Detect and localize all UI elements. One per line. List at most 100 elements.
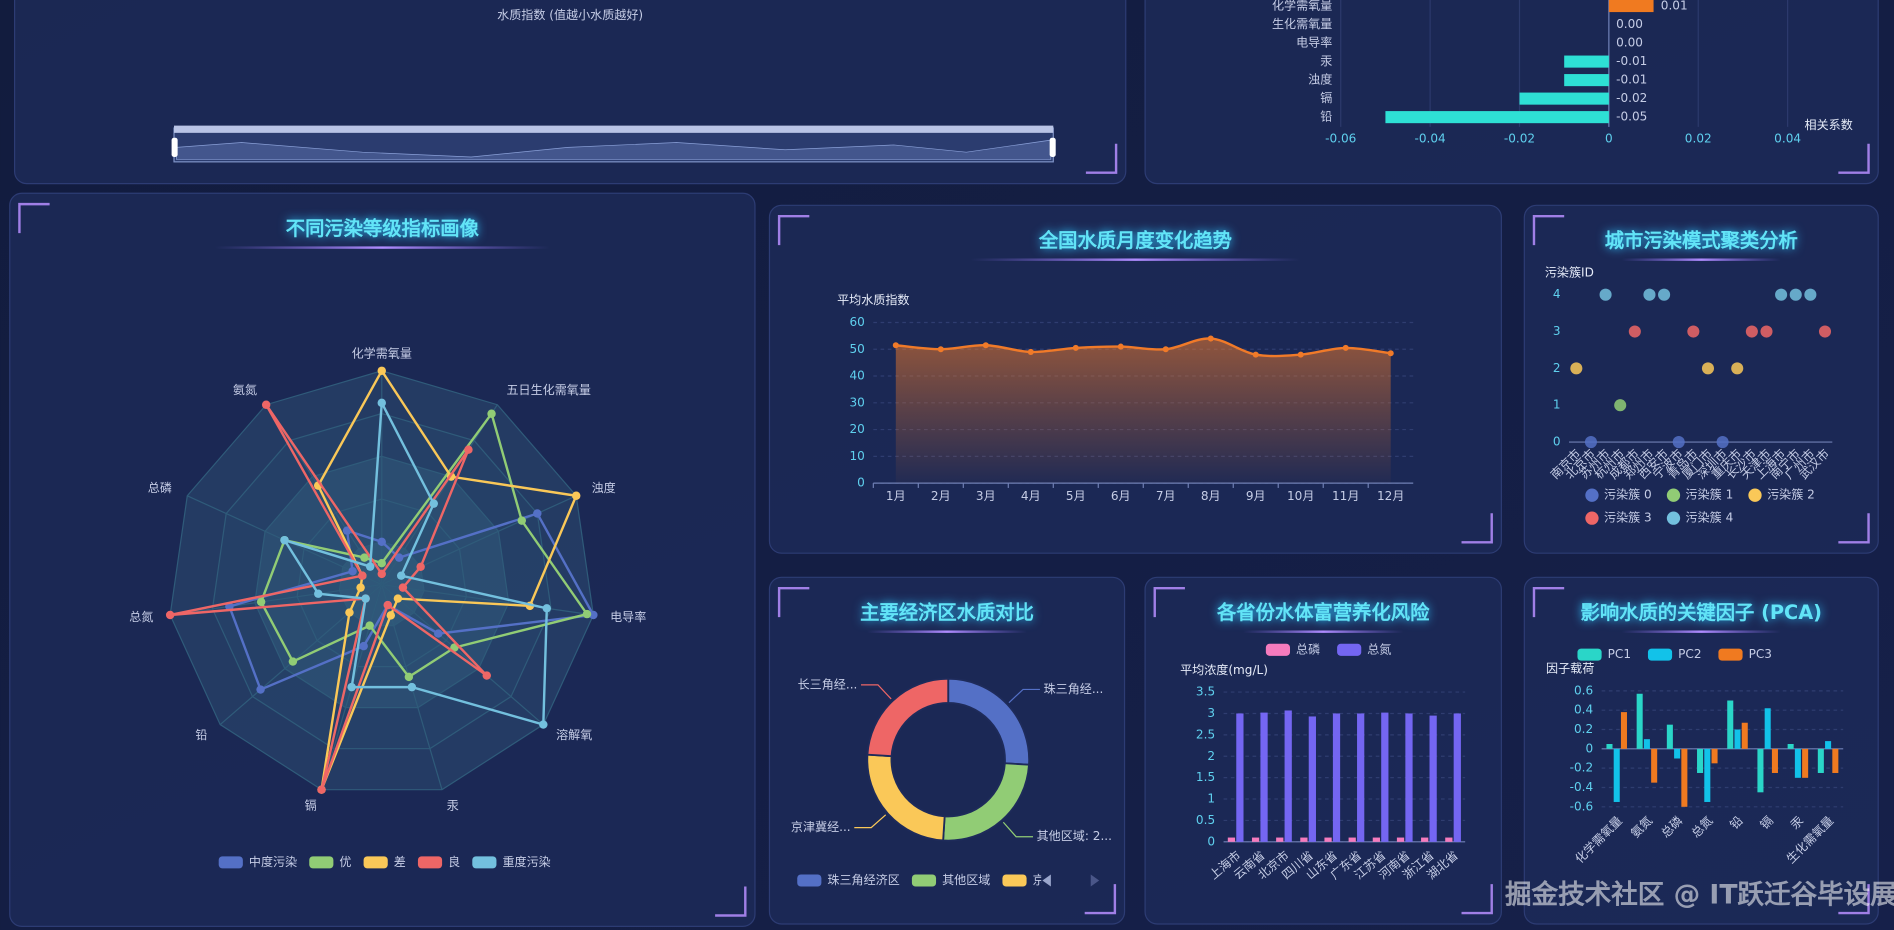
- zoom-handle[interactable]: [171, 137, 178, 158]
- legend-marker[interactable]: [1002, 874, 1027, 887]
- label-line: [861, 684, 892, 700]
- bar: [1832, 748, 1839, 773]
- radar-point: [365, 621, 374, 630]
- x-tick-label: 0.02: [1685, 131, 1712, 145]
- title-underline: [1621, 258, 1781, 261]
- bar: [1757, 748, 1764, 793]
- y-tick-label: 汞: [1320, 54, 1332, 68]
- scatter-point: [1643, 288, 1656, 301]
- legend-label[interactable]: 京津冀经济区: [1033, 872, 1105, 887]
- value-label: -0.02: [1616, 91, 1647, 105]
- y-tick-label: 1.5: [1196, 770, 1215, 784]
- line-point: [892, 342, 899, 349]
- legend-label[interactable]: 差: [394, 855, 406, 869]
- y-tick-label: 40: [850, 369, 865, 383]
- legend-label[interactable]: 污染簇 4: [1686, 510, 1734, 525]
- radar-indicator: 浊度: [592, 480, 616, 495]
- y-axis-name: 因子载荷: [1546, 662, 1594, 676]
- radar-point: [347, 682, 356, 692]
- legend-label[interactable]: 重度污染: [502, 854, 550, 869]
- y-tick-label: 0.5: [1196, 813, 1215, 827]
- radar-point: [386, 611, 396, 620]
- line-point: [1387, 350, 1394, 357]
- legend-label[interactable]: 良: [448, 854, 460, 869]
- legend-label[interactable]: PC2: [1678, 647, 1701, 661]
- y-tick-label: 3.5: [1196, 685, 1215, 699]
- legend-label[interactable]: 污染簇 1: [1686, 487, 1734, 502]
- x-axis-name: 相关系数: [1805, 117, 1853, 132]
- legend-marker[interactable]: [309, 856, 334, 869]
- slice-label: 其他区域: 2...: [1037, 829, 1112, 843]
- radar-point: [314, 589, 323, 598]
- scatter-point: [1672, 436, 1685, 449]
- line: [895, 337, 1391, 358]
- zoom-handle[interactable]: [1049, 137, 1056, 158]
- legend-page-prev[interactable]: [1042, 874, 1051, 887]
- y-tick-label: 浊度: [1308, 72, 1332, 87]
- legend-label[interactable]: PC3: [1749, 647, 1772, 661]
- y-tick-label: 60: [850, 315, 865, 329]
- radar-point: [464, 445, 473, 454]
- radar-point: [356, 583, 365, 592]
- bar: [1681, 748, 1688, 807]
- scatter-point: [1701, 362, 1715, 375]
- bar: [1453, 713, 1461, 842]
- title-underline: [214, 246, 551, 249]
- legend-marker[interactable]: [1577, 648, 1602, 661]
- y-tick-label: -0.4: [1570, 780, 1594, 794]
- scatter-point: [1687, 325, 1700, 338]
- radar-point: [517, 516, 526, 525]
- legend-page-next[interactable]: [1090, 874, 1100, 887]
- scatter-point: [1760, 325, 1773, 338]
- legend-marker[interactable]: [1647, 648, 1673, 661]
- legend-marker[interactable]: [417, 856, 443, 869]
- legend-label[interactable]: 总磷: [1296, 641, 1320, 656]
- radar-point: [533, 509, 542, 518]
- legend-marker[interactable]: [1585, 488, 1599, 502]
- legend-marker[interactable]: [1666, 511, 1681, 525]
- legend-label[interactable]: 中度污染: [249, 854, 297, 869]
- legend-marker[interactable]: [911, 874, 937, 887]
- legend-label[interactable]: 污染簇 0: [1604, 487, 1652, 502]
- corner-bracket: [777, 586, 810, 618]
- legend-marker[interactable]: [797, 874, 822, 887]
- scatter-point: [1628, 325, 1641, 338]
- radar-point: [407, 682, 417, 692]
- legend-label[interactable]: 其他区域: [942, 873, 990, 887]
- radar-spoke: [219, 584, 383, 726]
- y-tick-label: 镉: [1320, 91, 1332, 105]
- legend-label[interactable]: 污染簇 3: [1604, 510, 1652, 525]
- legend-marker[interactable]: [218, 856, 243, 869]
- legend-marker[interactable]: [1265, 643, 1291, 656]
- bar: [1704, 748, 1711, 802]
- legend-marker[interactable]: [472, 856, 497, 869]
- legend-label[interactable]: 优: [339, 855, 351, 869]
- legend-label[interactable]: 珠三角经济区: [827, 872, 899, 887]
- radar-point: [571, 491, 581, 500]
- legend-marker[interactable]: [1337, 643, 1362, 656]
- x-tick-label: 1月: [886, 489, 906, 503]
- radar-indicator: 溶解氧: [556, 727, 592, 742]
- legend-marker[interactable]: [1585, 511, 1599, 525]
- zoom-slider-bar[interactable]: [174, 125, 1054, 133]
- legend-marker[interactable]: [363, 856, 388, 869]
- legend-label[interactable]: 总氮: [1367, 641, 1391, 656]
- legend-label[interactable]: 污染簇 2: [1767, 487, 1815, 502]
- chart-title: 影响水质的关键因子 (PCA): [1581, 601, 1822, 624]
- bar: [1674, 748, 1681, 759]
- legend-label[interactable]: PC1: [1608, 647, 1631, 661]
- title-underline: [1243, 630, 1404, 633]
- bar: [1697, 748, 1704, 773]
- y-tick-label: 20: [850, 422, 865, 436]
- corner-bracket: [777, 214, 810, 246]
- scatter-point: [1570, 362, 1583, 375]
- legend-marker[interactable]: [1666, 488, 1681, 502]
- value-label: -0.01: [1616, 54, 1647, 68]
- value-label: 0.00: [1616, 36, 1643, 50]
- legend-marker[interactable]: [1748, 488, 1762, 502]
- bar: [1643, 739, 1650, 749]
- legend-marker[interactable]: [1718, 648, 1743, 661]
- corner-bracket: [1838, 884, 1870, 915]
- bar: [1284, 710, 1292, 842]
